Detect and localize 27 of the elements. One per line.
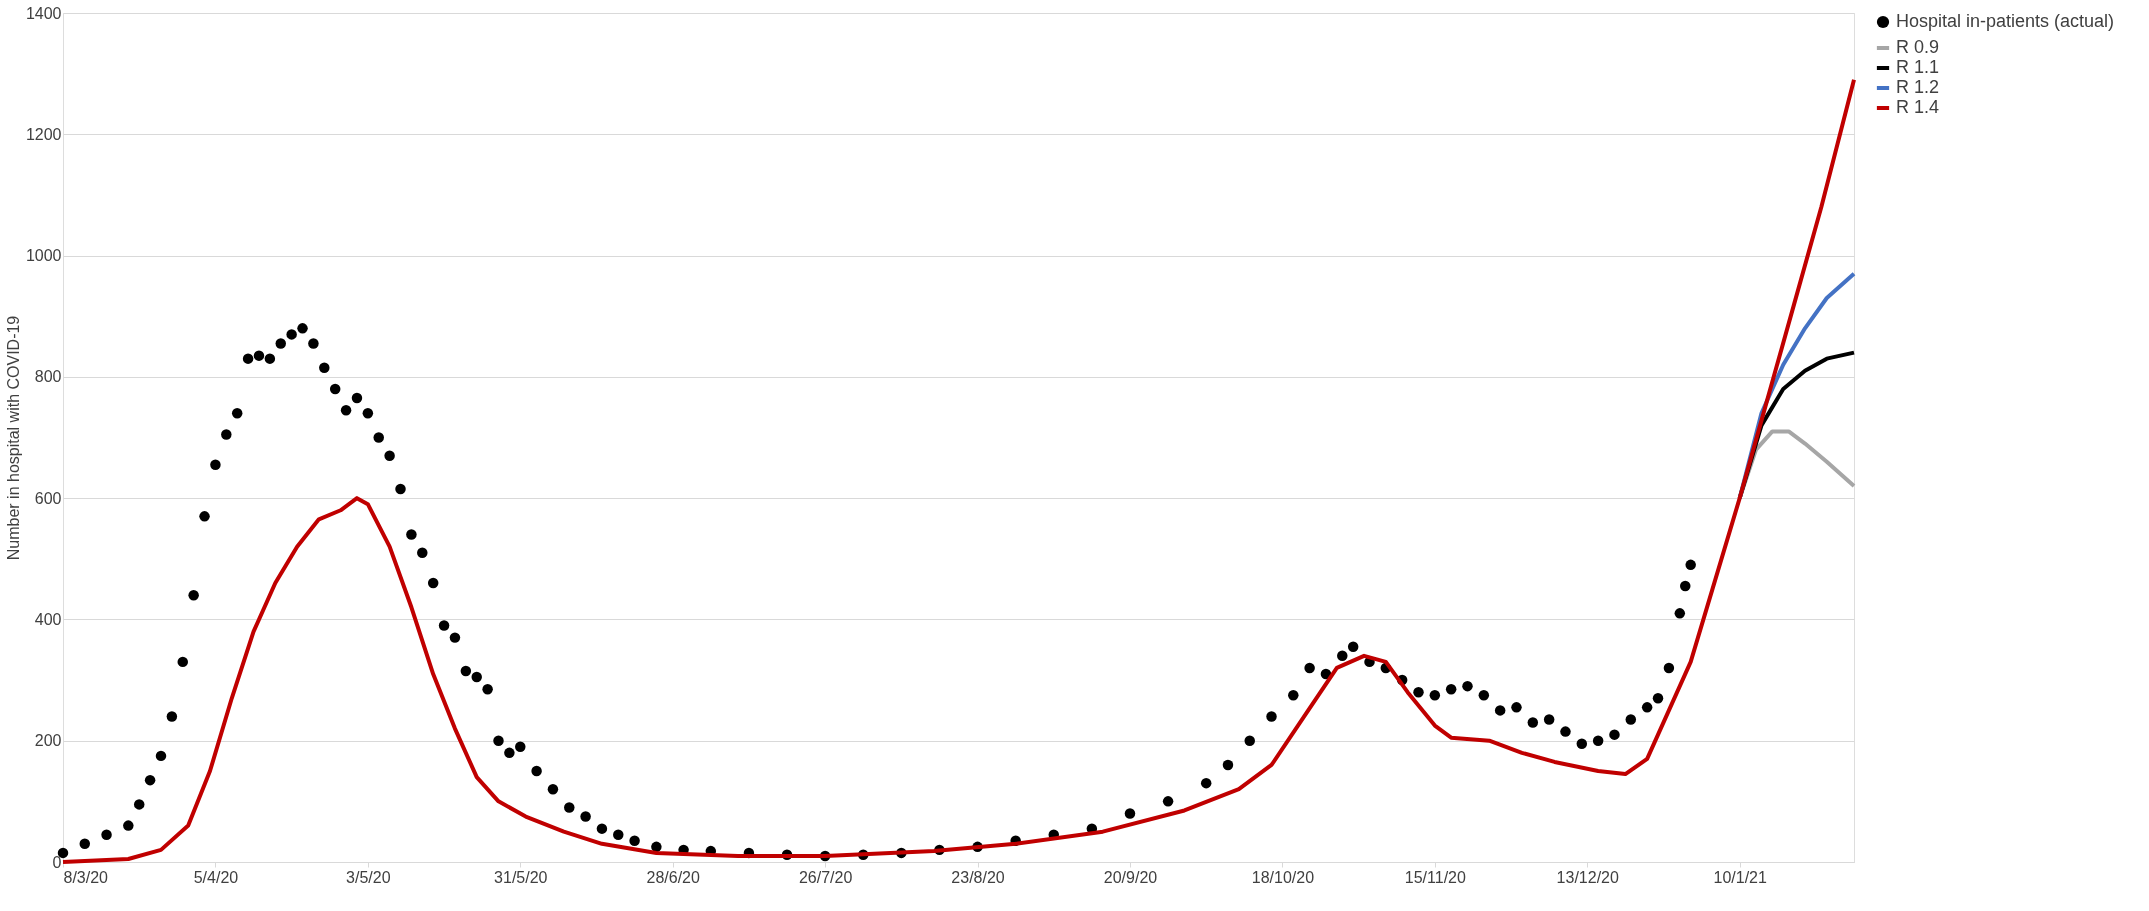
x-tick-label: 20/9/20 — [1103, 868, 1158, 886]
x-tick-label: 3/5/20 — [346, 868, 391, 886]
x-tick-label: 10/1/21 — [1713, 868, 1767, 886]
y-axis-title: Number in hospital with COVID-19 — [4, 315, 22, 561]
y-tick-label: 0 — [52, 853, 62, 871]
y-tick-label: 1400 — [25, 4, 62, 22]
y-tick-label: 1200 — [25, 125, 62, 143]
legend-label: R 0.9 — [1896, 37, 1940, 57]
legend-label: R 1.1 — [1896, 57, 1940, 77]
y-tick-label: 1000 — [25, 247, 62, 265]
x-tick-label: 31/5/20 — [494, 868, 548, 886]
x-tick-label: 23/8/20 — [951, 868, 1005, 886]
x-tick-label: 13/12/20 — [1556, 868, 1619, 886]
x-tick-label: 18/10/20 — [1251, 868, 1315, 886]
y-tick-label: 600 — [34, 489, 62, 507]
y-tick-label: 200 — [34, 732, 62, 750]
x-tick-label: 26/7/20 — [798, 868, 853, 886]
y-tick-label: 400 — [34, 610, 62, 628]
y-tick-label: 800 — [34, 368, 62, 386]
line-series — [61, 77, 1856, 864]
x-tick-label: 15/11/20 — [1404, 868, 1466, 886]
legend-label: Hospital in-patients (actual) — [1896, 11, 2115, 31]
legend-label: R 1.4 — [1896, 97, 1940, 117]
x-tick-label: 8/3/20 — [63, 868, 109, 886]
x-tick-label: 28/6/20 — [646, 868, 700, 886]
legend-label: R 1.2 — [1896, 77, 1940, 97]
x-tick-label: 5/4/20 — [193, 868, 239, 886]
